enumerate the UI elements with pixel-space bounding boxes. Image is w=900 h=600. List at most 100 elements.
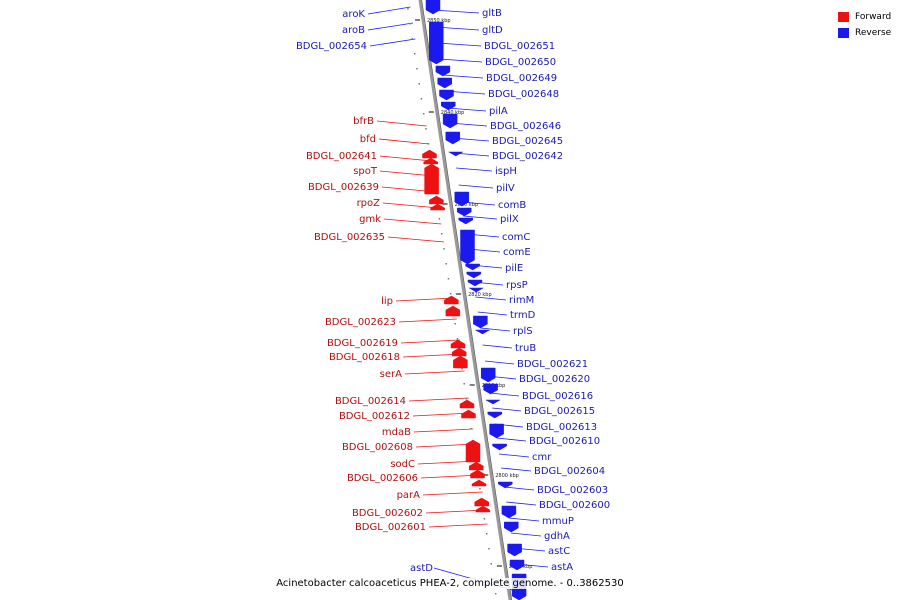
forward-gene[interactable] — [423, 157, 438, 165]
forward-gene-label[interactable]: BDGL_002639 — [308, 182, 379, 193]
reverse-gene[interactable] — [460, 229, 475, 265]
reverse-gene-label[interactable]: pilE — [505, 263, 523, 274]
reverse-gene[interactable] — [435, 65, 451, 77]
reverse-gene-label[interactable]: BDGL_002616 — [522, 391, 593, 402]
forward-gene-label[interactable]: aroK — [342, 9, 365, 20]
forward-gene-label[interactable]: BDGL_002635 — [314, 232, 385, 243]
forward-gene[interactable] — [475, 505, 491, 513]
reverse-gene-label[interactable]: pilX — [500, 214, 519, 225]
reverse-gene[interactable] — [501, 505, 517, 519]
forward-gene-label[interactable]: BDGL_002612 — [339, 411, 410, 422]
forward-gene-label[interactable]: mdaB — [382, 427, 411, 438]
reverse-gene-label[interactable]: pilA — [489, 106, 508, 117]
forward-gene[interactable] — [453, 355, 468, 369]
forward-gene[interactable] — [471, 479, 487, 487]
reverse-gene[interactable] — [466, 271, 482, 279]
reverse-gene-label[interactable]: cmr — [532, 452, 552, 463]
forward-gene-label[interactable]: BDGL_002608 — [342, 442, 413, 453]
forward-gene-label[interactable]: BDGL_002602 — [352, 508, 423, 519]
forward-gene-label[interactable]: sodC — [390, 459, 415, 470]
reverse-gene[interactable] — [447, 151, 464, 157]
reverse-gene[interactable] — [473, 315, 488, 329]
reverse-gene-label[interactable]: gltB — [482, 8, 502, 19]
reverse-gene[interactable] — [442, 113, 458, 129]
reverse-gene-label[interactable]: BDGL_002600 — [539, 500, 610, 511]
reverse-gene-label[interactable]: BDGL_002642 — [492, 151, 563, 162]
forward-gene-label[interactable]: BDGL_002619 — [327, 338, 398, 349]
reverse-gene-label[interactable]: astD — [410, 563, 433, 574]
reverse-gene-label[interactable]: ispH — [495, 166, 517, 177]
reverse-gene[interactable] — [454, 191, 470, 207]
forward-gene[interactable] — [465, 439, 481, 463]
forward-gene-label[interactable]: lip — [381, 296, 393, 307]
reverse-gene-label[interactable]: BDGL_002649 — [486, 73, 557, 84]
reverse-gene[interactable] — [507, 543, 522, 557]
forward-gene-label[interactable]: gmk — [359, 214, 381, 225]
reverse-gene[interactable] — [458, 217, 473, 225]
reverse-gene[interactable] — [492, 443, 507, 451]
reverse-gene-label[interactable]: BDGL_002620 — [519, 374, 590, 385]
forward-gene-label[interactable]: bfd — [360, 134, 376, 145]
reverse-gene-label[interactable]: astA — [551, 562, 573, 573]
reverse-gene[interactable] — [480, 367, 496, 383]
forward-gene[interactable] — [474, 497, 489, 507]
forward-gene[interactable] — [470, 469, 485, 479]
forward-gene[interactable] — [451, 347, 467, 357]
forward-gene-label[interactable]: BDGL_002654 — [296, 41, 367, 52]
reverse-gene-label[interactable]: BDGL_002610 — [529, 436, 600, 447]
forward-gene-label[interactable]: BDGL_002618 — [329, 352, 400, 363]
reverse-gene-label[interactable]: pilV — [496, 183, 515, 194]
reverse-gene[interactable] — [439, 89, 454, 101]
reverse-gene[interactable] — [474, 329, 491, 335]
forward-gene[interactable] — [430, 203, 445, 211]
reverse-gene-label[interactable]: BDGL_002650 — [485, 57, 556, 68]
forward-gene-label[interactable]: BDGL_002601 — [355, 522, 426, 533]
forward-gene-label[interactable]: parA — [397, 490, 421, 501]
forward-gene[interactable] — [444, 295, 459, 305]
reverse-gene-label[interactable]: mmuP — [542, 516, 574, 527]
reverse-gene-label[interactable]: rimM — [509, 295, 534, 306]
forward-gene-label[interactable]: BDGL_002641 — [306, 151, 377, 162]
reverse-gene[interactable] — [504, 521, 519, 533]
reverse-gene[interactable] — [437, 77, 452, 89]
forward-gene-label[interactable]: serA — [380, 369, 402, 380]
reverse-gene[interactable] — [465, 263, 480, 271]
forward-gene[interactable] — [422, 149, 437, 159]
reverse-gene-label[interactable]: gdhA — [544, 531, 570, 542]
reverse-gene-label[interactable]: rpsP — [506, 280, 528, 291]
reverse-gene-label[interactable]: gltD — [482, 25, 503, 36]
forward-gene[interactable] — [459, 399, 475, 409]
forward-gene[interactable] — [424, 163, 439, 195]
forward-gene[interactable] — [429, 195, 444, 205]
forward-gene[interactable] — [469, 461, 484, 471]
reverse-gene-label[interactable]: trmD — [510, 310, 536, 321]
forward-gene[interactable] — [450, 339, 466, 349]
reverse-gene-label[interactable]: BDGL_002651 — [484, 41, 555, 52]
reverse-gene[interactable] — [485, 399, 501, 405]
reverse-gene[interactable] — [456, 207, 472, 217]
reverse-gene-label[interactable]: BDGL_002621 — [517, 359, 588, 370]
forward-gene-label[interactable]: BDGL_002614 — [335, 396, 406, 407]
reverse-gene[interactable] — [483, 383, 498, 395]
forward-gene-label[interactable]: bfrB — [353, 116, 374, 127]
reverse-gene[interactable] — [487, 411, 503, 419]
reverse-gene[interactable] — [441, 101, 456, 111]
forward-gene-label[interactable]: BDGL_002623 — [325, 317, 396, 328]
reverse-gene-label[interactable]: BDGL_002603 — [537, 485, 608, 496]
reverse-gene-label[interactable]: comC — [502, 232, 530, 243]
forward-gene-label[interactable]: aroB — [342, 25, 365, 36]
reverse-gene-label[interactable]: rplS — [513, 326, 533, 337]
reverse-gene-label[interactable]: comB — [498, 200, 526, 211]
reverse-gene[interactable] — [489, 423, 504, 439]
reverse-gene-label[interactable]: truB — [515, 343, 536, 354]
reverse-gene[interactable] — [498, 481, 513, 489]
forward-gene-label[interactable]: spoT — [353, 166, 378, 177]
reverse-gene[interactable] — [445, 131, 461, 145]
forward-gene[interactable] — [445, 305, 461, 317]
reverse-gene-label[interactable]: BDGL_002646 — [490, 121, 561, 132]
reverse-gene-label[interactable]: BDGL_002648 — [488, 89, 559, 100]
forward-gene[interactable] — [461, 409, 476, 419]
reverse-gene[interactable] — [425, 0, 441, 15]
reverse-gene[interactable] — [509, 559, 525, 571]
reverse-gene-label[interactable]: BDGL_002615 — [524, 406, 595, 417]
